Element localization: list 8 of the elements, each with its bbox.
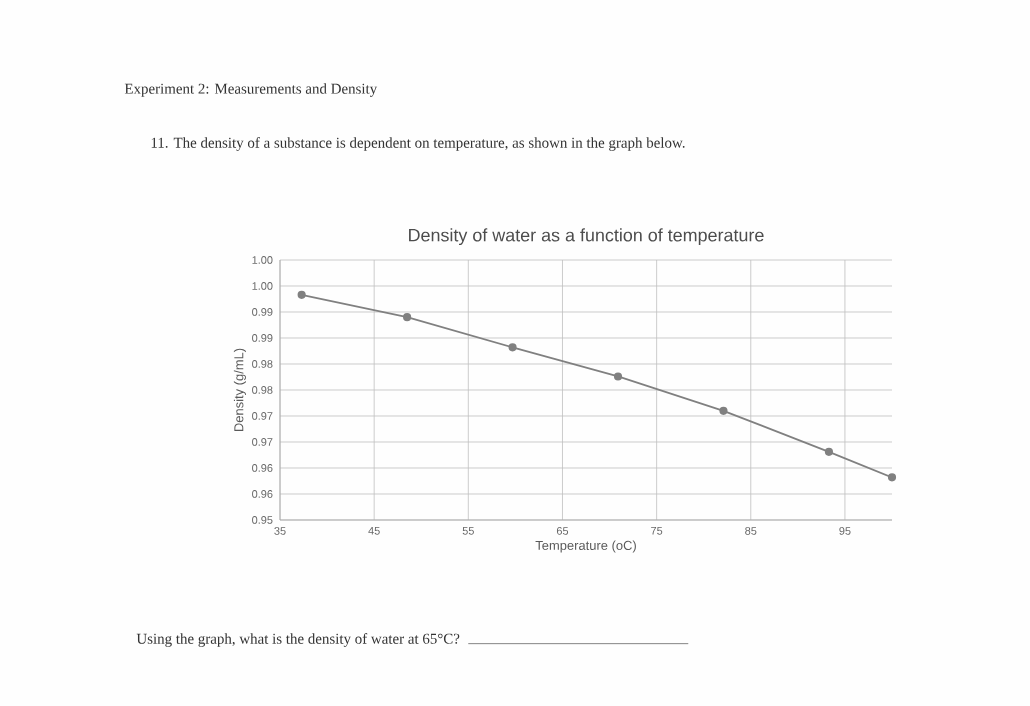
point [508, 343, 517, 352]
point [403, 313, 412, 322]
point [613, 372, 623, 381]
point [824, 447, 834, 456]
point [887, 473, 897, 482]
point [297, 290, 306, 299]
point [719, 406, 728, 415]
chart-title: Density of water as a function of temperature [409, 228, 764, 245]
